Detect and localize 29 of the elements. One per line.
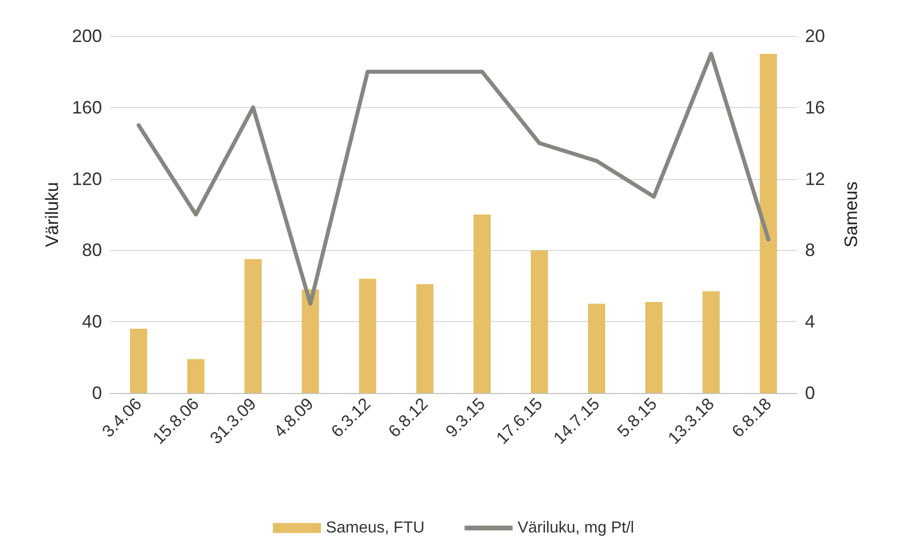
bar: [302, 289, 319, 393]
bar: [530, 250, 548, 393]
y-axis-title: Väriluku: [42, 182, 62, 248]
legend-label: Väriluku, mg Pt/l: [518, 520, 634, 536]
bar: [645, 302, 662, 393]
y-tick-label: 80: [82, 240, 102, 260]
y-tick-label: 160: [72, 97, 102, 118]
bar: [187, 359, 204, 393]
y2-tick-label: 20: [805, 26, 826, 46]
y2-tick-label: 4: [805, 312, 816, 332]
y2-tick-label: 0: [805, 383, 816, 403]
bar: [416, 284, 434, 393]
legend-label: Sameus, FTU: [326, 520, 425, 536]
bar: [588, 304, 606, 393]
line-series: [136, 52, 770, 306]
y2-tick-label: 8: [805, 240, 816, 260]
y-tick-label: 200: [72, 26, 102, 46]
bar: [130, 328, 148, 393]
bar: [474, 214, 491, 393]
y2-axis-title: Sameus: [841, 181, 861, 248]
bar: [244, 259, 262, 393]
bar: [359, 278, 376, 393]
bar: [760, 54, 777, 393]
y2-tick-label: 12: [805, 168, 826, 189]
y-tick-label: 120: [72, 168, 102, 189]
y2-tick-label: 16: [805, 97, 826, 118]
y-tick-label: 0: [92, 383, 102, 403]
bar: [702, 291, 720, 393]
y-tick-label: 40: [82, 312, 102, 332]
